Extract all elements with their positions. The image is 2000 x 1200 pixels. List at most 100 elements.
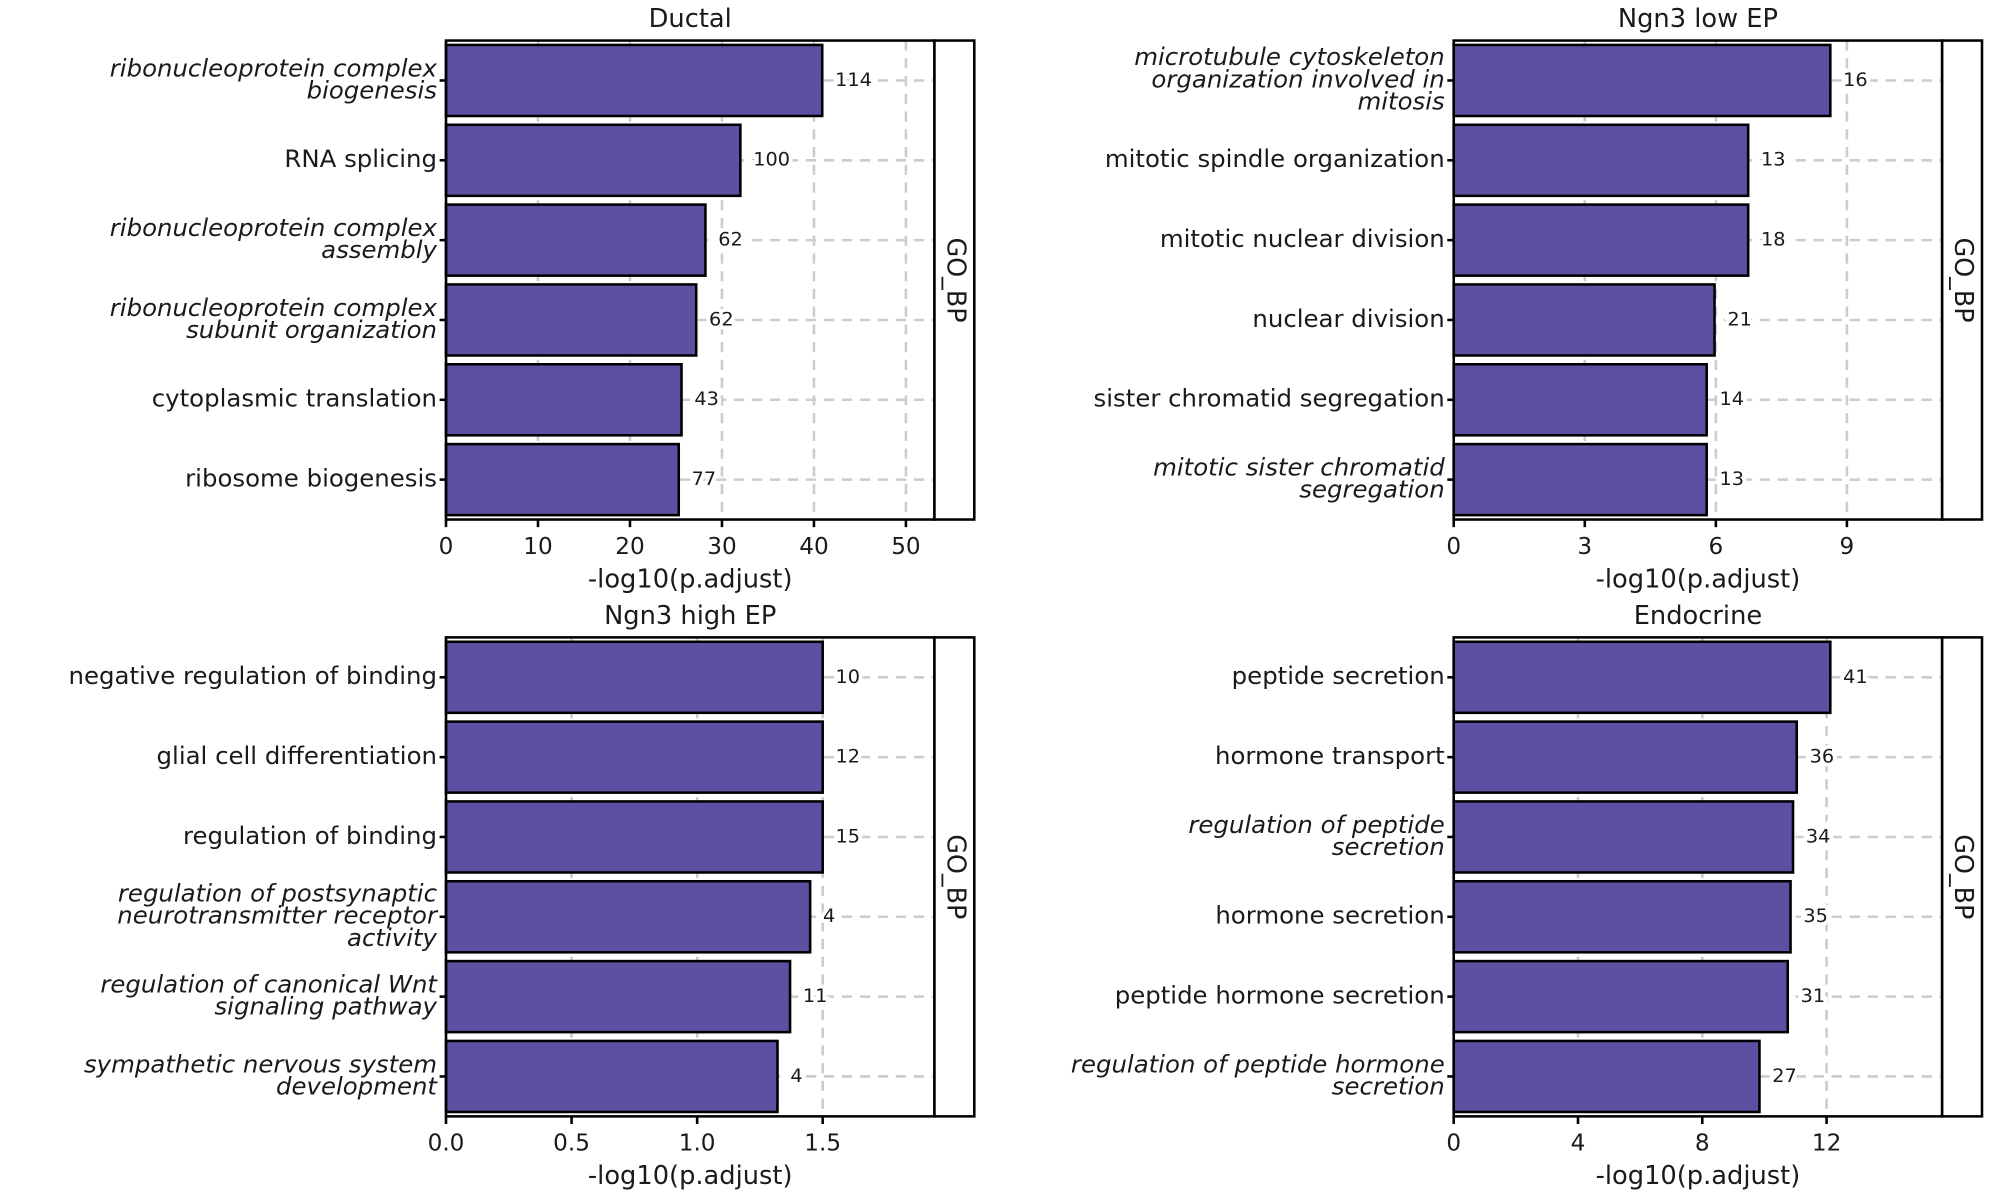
count-label: 13 (1761, 148, 1786, 171)
category-label: regulation of peptide hormone secretion (1071, 1049, 1445, 1100)
x-axis-label: -log10(p.adjust) (1596, 564, 1801, 594)
bar (1452, 43, 1832, 118)
count-label: 15 (836, 825, 861, 848)
category-label: peptide hormone secretion (1115, 981, 1445, 1010)
bar (444, 362, 683, 437)
category-label: ribonucleoprotein complex assembly (110, 213, 438, 264)
category-label: sister chromatid segregation (1094, 384, 1445, 413)
category-label: hormone secretion (1215, 901, 1444, 930)
bar (444, 800, 824, 874)
category-label: microtubule cytoskeleton organization inv… (1134, 42, 1445, 115)
count-label: 35 (1803, 904, 1828, 927)
count-label: 77 (692, 467, 717, 490)
count-label: 11 (803, 984, 828, 1007)
category-label: cytoplasmic translation (152, 384, 437, 413)
count-label: 62 (718, 228, 743, 251)
bar (444, 283, 698, 357)
bar (444, 43, 824, 118)
facet-label: GO_BP (1948, 238, 1978, 323)
x-tick-label: 0 (1446, 1131, 1461, 1157)
category-label: RNA splicing (284, 144, 437, 173)
bar (444, 203, 707, 277)
x-tick-label: 4 (1571, 1131, 1586, 1157)
count-label: 4 (790, 1064, 802, 1087)
x-axis-label: -log10(p.adjust) (588, 1161, 793, 1191)
chart-title: Ductal (649, 4, 732, 34)
x-tick-label: 12 (1812, 1131, 1841, 1157)
facet-label: GO_BP (1948, 834, 1978, 919)
bar (1452, 123, 1750, 198)
category-label: hormone transport (1215, 741, 1445, 770)
category-label: ribonucleoprotein complex subunit organiz… (110, 293, 438, 344)
count-label: 16 (1843, 68, 1868, 91)
count-label: 100 (753, 148, 790, 171)
x-tick-label: 10 (523, 534, 552, 560)
category-label: peptide secretion (1232, 661, 1445, 690)
bar (444, 640, 824, 715)
count-label: 41 (1843, 665, 1868, 688)
bar (444, 720, 824, 794)
count-label: 62 (709, 308, 734, 331)
count-label: 13 (1720, 467, 1745, 490)
count-label: 31 (1801, 984, 1826, 1007)
category-label: regulation of canonical Wnt signaling pat… (100, 970, 438, 1021)
x-tick-label: 30 (707, 534, 736, 560)
category-label: mitotic spindle organization (1105, 144, 1445, 173)
x-tick-label: 0.0 (428, 1131, 465, 1157)
category-label: ribosome biogenesis (185, 464, 437, 493)
bar (444, 959, 792, 1034)
category-label: sympathetic nervous system development (84, 1049, 439, 1100)
facet-label: GO_BP (940, 238, 970, 323)
count-label: 36 (1810, 745, 1835, 768)
facet-strip (1940, 636, 1984, 1118)
bar (1452, 362, 1708, 437)
category-label: regulation of peptide secretion (1188, 810, 1444, 861)
x-tick-label: 6 (1708, 534, 1723, 560)
facet-label: GO_BP (940, 834, 970, 919)
category-label: mitotic nuclear division (1160, 224, 1445, 253)
count-label: 114 (835, 68, 872, 91)
x-tick-label: 1.5 (804, 1131, 841, 1157)
category-label: negative regulation of binding (69, 661, 437, 690)
category-label: regulation of postsynaptic neurotransmitt… (117, 879, 439, 952)
facet-strip (933, 39, 976, 521)
count-label: 14 (1720, 387, 1745, 410)
x-tick-label: 40 (799, 534, 828, 560)
x-tick-label: 3 (1577, 534, 1592, 560)
x-tick-label: 9 (1840, 534, 1855, 560)
x-tick-label: 0 (1446, 534, 1461, 560)
category-label: glial cell differentiation (157, 741, 437, 770)
x-tick-label: 50 (891, 534, 920, 560)
bar (1452, 1039, 1761, 1114)
facet-strip (933, 636, 976, 1118)
x-tick-label: 8 (1695, 1131, 1710, 1157)
x-tick-label: 0.5 (553, 1131, 590, 1157)
count-label: 12 (836, 745, 861, 768)
bar (1452, 203, 1750, 277)
bar (1452, 720, 1799, 794)
count-label: 34 (1806, 825, 1831, 848)
category-label: nuclear division (1252, 304, 1444, 333)
count-label: 4 (823, 904, 835, 927)
bar (444, 123, 742, 198)
bar (1452, 800, 1795, 874)
bar (444, 1039, 779, 1114)
count-label: 27 (1772, 1064, 1797, 1087)
x-axis-label: -log10(p.adjust) (588, 564, 793, 594)
bar (1452, 442, 1708, 517)
bar (444, 442, 681, 517)
chart-title: Endocrine (1634, 601, 1762, 631)
category-label: regulation of binding (183, 821, 437, 850)
bar (444, 879, 812, 954)
x-axis-label: -log10(p.adjust) (1596, 1161, 1801, 1191)
count-label: 10 (836, 665, 861, 688)
chart-title: Ngn3 high EP (604, 601, 776, 631)
bar (1452, 640, 1832, 715)
x-tick-label: 20 (615, 534, 644, 560)
bar (1452, 283, 1716, 357)
count-label: 18 (1761, 228, 1786, 251)
x-tick-label: 0 (439, 534, 454, 560)
category-label: mitotic sister chromatid segregation (1153, 453, 1445, 504)
category-label: ribonucleoprotein complex biogenesis (110, 53, 438, 104)
bar (1452, 959, 1790, 1034)
